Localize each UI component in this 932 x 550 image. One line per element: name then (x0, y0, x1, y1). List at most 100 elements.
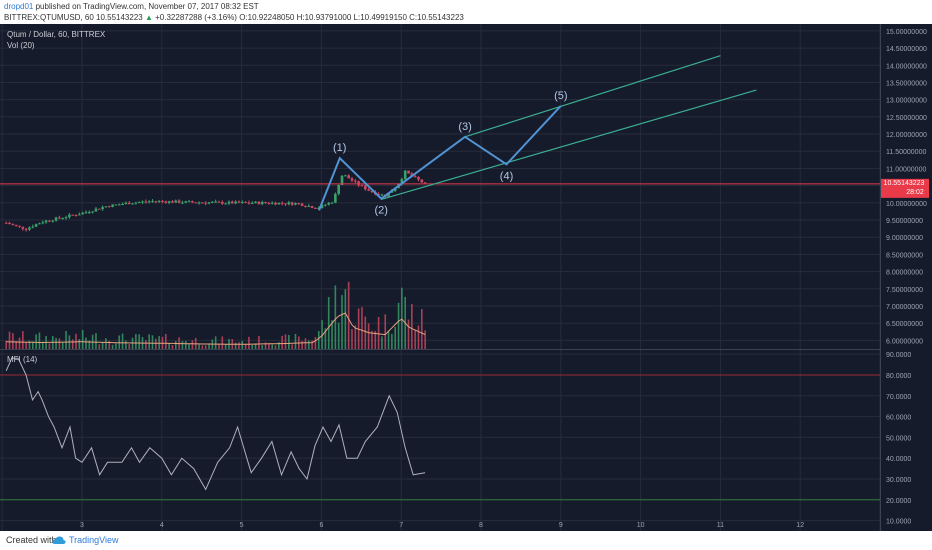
candle-body (413, 176, 417, 178)
published-text: published on TradingView.com, November 0… (35, 2, 259, 11)
volume-bar (155, 338, 157, 349)
candle-body (267, 202, 271, 204)
volume-bar (351, 328, 353, 349)
candle-body (38, 223, 41, 225)
candle-body (237, 201, 241, 203)
candle-body (167, 201, 171, 203)
candle-body (177, 200, 181, 203)
price-tag: 10.55143223 28:02 (881, 178, 929, 198)
mfi-tick-label: 70.0000 (886, 394, 911, 401)
symbol-ohlc-line: BITTREX:QTUMUSD, 60 10.55143223 ▲ +0.322… (4, 13, 464, 22)
volume-bar (294, 333, 297, 349)
candle-body (247, 202, 251, 204)
candle-body (48, 220, 51, 222)
candle-body (420, 179, 424, 183)
symbol-text: BITTREX:QTUMUSD, 60 10.55143223 (4, 13, 143, 22)
volume-bar (28, 340, 31, 349)
candle-body (137, 202, 141, 204)
volume-bar (258, 335, 260, 349)
candle-body (64, 217, 68, 219)
mfi-tick-label: 40.0000 (886, 456, 911, 463)
volume-bar (171, 345, 174, 349)
volume-bar (168, 343, 170, 349)
volume-bar (238, 342, 240, 349)
pane-separator-1 (0, 349, 880, 350)
candle-body (320, 204, 324, 208)
volume-bar (201, 345, 204, 349)
price-tick-label: 7.00000000 (886, 304, 923, 311)
username-link[interactable]: dropd01 (4, 2, 34, 11)
chart-canvas[interactable]: (1) (2) (3) (4) (5) 6.00000000 6.50000000 7.00… (0, 24, 932, 531)
candle-body (97, 208, 101, 210)
volume-bar (158, 336, 160, 349)
candle-body (270, 202, 274, 204)
mfi-tick-label: 20.0000 (886, 498, 911, 505)
volume-bar (48, 343, 51, 349)
candle-body (101, 207, 104, 210)
candle-body (354, 180, 357, 182)
candle-body (141, 201, 144, 203)
volume-bar (174, 341, 177, 349)
volume-bar (254, 343, 257, 349)
volume-bar (354, 325, 357, 349)
volume-bar (401, 287, 403, 349)
candle-body (31, 226, 35, 228)
candle-body (187, 201, 191, 203)
time-tick-label: 12 (796, 522, 804, 529)
candle-body (287, 202, 291, 205)
volume-bar (248, 336, 250, 349)
volume-bar (304, 338, 307, 349)
candle-body (407, 170, 410, 174)
volume-bar (204, 345, 207, 349)
candle-body (337, 185, 340, 194)
volume-bar (281, 335, 283, 349)
candle-body (88, 212, 91, 214)
price-tag-value: 10.55143223 (884, 180, 925, 187)
candle-body (14, 224, 18, 226)
mfi-tick-label: 10.0000 (886, 519, 911, 526)
wave-label: (1) (333, 142, 346, 154)
candle-body (124, 202, 128, 205)
candle-body (264, 201, 267, 203)
volume-bar (288, 334, 290, 349)
time-tick-label: 11 (717, 522, 724, 529)
candle-body (363, 185, 367, 190)
volume-bar (264, 342, 267, 349)
volume-bar (188, 343, 190, 349)
channel-lines (381, 55, 757, 200)
price-axis: 6.00000000 6.50000000 7.00000000 7.50000000… (886, 29, 927, 346)
time-tick-label: 3 (80, 522, 84, 529)
candle-body (417, 176, 420, 180)
price-tick-label: 6.50000000 (886, 321, 923, 328)
volume-bar (327, 297, 330, 349)
price-tick-label: 9.50000000 (886, 218, 923, 225)
mfi-tick-label: 80.0000 (886, 373, 911, 380)
candle-body (221, 201, 224, 204)
candle-body (194, 202, 198, 204)
wave-label: (3) (458, 121, 471, 133)
symbol-legend: Qtum / Dollar, 60, BITTREX (7, 30, 106, 39)
candle-body (334, 193, 337, 203)
volume-bar (38, 332, 41, 349)
candle-body (151, 201, 154, 203)
volume-bar (58, 338, 61, 349)
candle-body (68, 214, 71, 218)
candle-body (121, 204, 124, 206)
candle-body (294, 203, 297, 205)
price-tick-label: 12.50000000 (886, 115, 927, 122)
candle-body (297, 203, 301, 205)
volume-bar (361, 307, 363, 349)
tradingview-brand[interactable]: TradingView (69, 535, 119, 545)
candle-body (54, 217, 58, 221)
volume-bar (371, 330, 373, 349)
volume-bar (417, 325, 420, 349)
volume-bar (424, 330, 426, 349)
volume-bar (307, 340, 310, 349)
volume-bar (421, 309, 423, 349)
candle-body (161, 200, 164, 202)
candle-body (164, 201, 168, 203)
volume-bar (8, 331, 11, 349)
price-tick-label: 12.00000000 (886, 132, 927, 139)
candle-body (191, 201, 194, 203)
candle-body (230, 201, 234, 204)
